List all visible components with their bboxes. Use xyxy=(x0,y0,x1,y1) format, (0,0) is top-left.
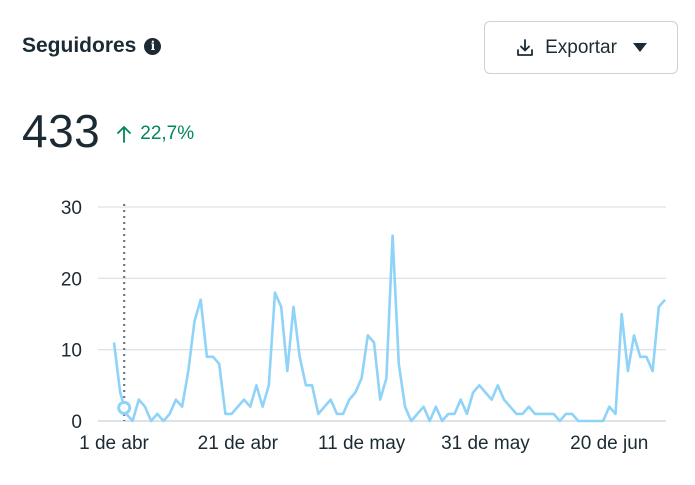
x-tick-label: 11 de may xyxy=(318,433,406,454)
x-tick-label: 1 de abr xyxy=(79,433,149,454)
y-tick-label-0: 0 xyxy=(71,412,82,433)
series-line xyxy=(112,234,666,423)
info-icon[interactable]: i xyxy=(144,37,162,55)
metric-row: 433 22,7% xyxy=(22,104,194,158)
arrow-up-icon xyxy=(117,126,132,143)
x-tick-label: 31 de may xyxy=(441,433,530,454)
caret-down-icon xyxy=(632,43,647,52)
y-tick-label-10: 10 xyxy=(61,341,82,362)
export-button-label: Exportar xyxy=(545,36,617,58)
title-row: Seguidores i xyxy=(22,34,162,58)
highlighted-point xyxy=(117,400,132,415)
x-tick-label: 20 de jun xyxy=(570,433,648,454)
download-icon xyxy=(517,38,533,56)
page-title: Seguidores xyxy=(22,34,137,57)
trend-percent: 22,7% xyxy=(140,123,195,144)
follower-count: 433 xyxy=(22,105,101,157)
y-tick-label-30: 30 xyxy=(61,198,82,219)
trend-badge: 22,7% xyxy=(116,123,194,145)
y-tick-label-20: 20 xyxy=(61,269,82,290)
export-button[interactable]: Exportar xyxy=(484,21,678,74)
x-tick-label: 21 de abr xyxy=(198,433,279,454)
